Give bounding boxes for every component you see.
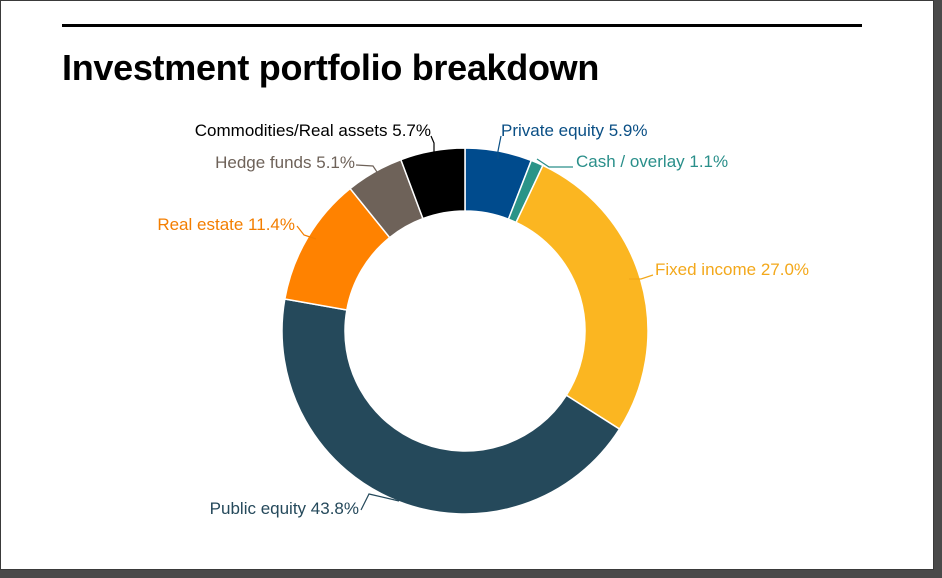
label-fixed-income: Fixed income 27.0% — [655, 260, 809, 279]
leader-line-real-estate — [296, 225, 317, 240]
leader-line-cash-overlay — [536, 158, 573, 168]
leader-line-hedge-funds — [355, 164, 380, 176]
leader-line-private-equity — [497, 135, 502, 159]
slice-public-equity — [281, 298, 621, 515]
label-cash-overlay: Cash / overlay 1.1% — [576, 152, 728, 171]
label-hedge-funds: Hedge funds 5.1% — [215, 153, 355, 172]
top-rule — [62, 24, 862, 27]
slice-fixed-income — [515, 164, 649, 431]
leader-line-commodities-real-assets — [430, 135, 435, 153]
label-real-estate: Real estate 11.4% — [157, 215, 295, 234]
label-public-equity: Public equity 43.8% — [210, 499, 359, 518]
chart-title: Investment portfolio breakdown — [62, 47, 600, 88]
donut-chart: Private equity 5.9% Cash / overlay 1.1% Fi… — [157, 121, 809, 518]
leader-line-public-equity — [360, 493, 400, 511]
label-commodities-real-assets: Commodities/Real assets 5.7% — [195, 121, 431, 140]
slice-commodities-real-assets — [399, 147, 466, 220]
leader-line-fixed-income — [629, 274, 654, 280]
chart-frame: Investment portfolio breakdown Private e… — [0, 0, 934, 570]
label-private-equity: Private equity 5.9% — [501, 121, 647, 140]
